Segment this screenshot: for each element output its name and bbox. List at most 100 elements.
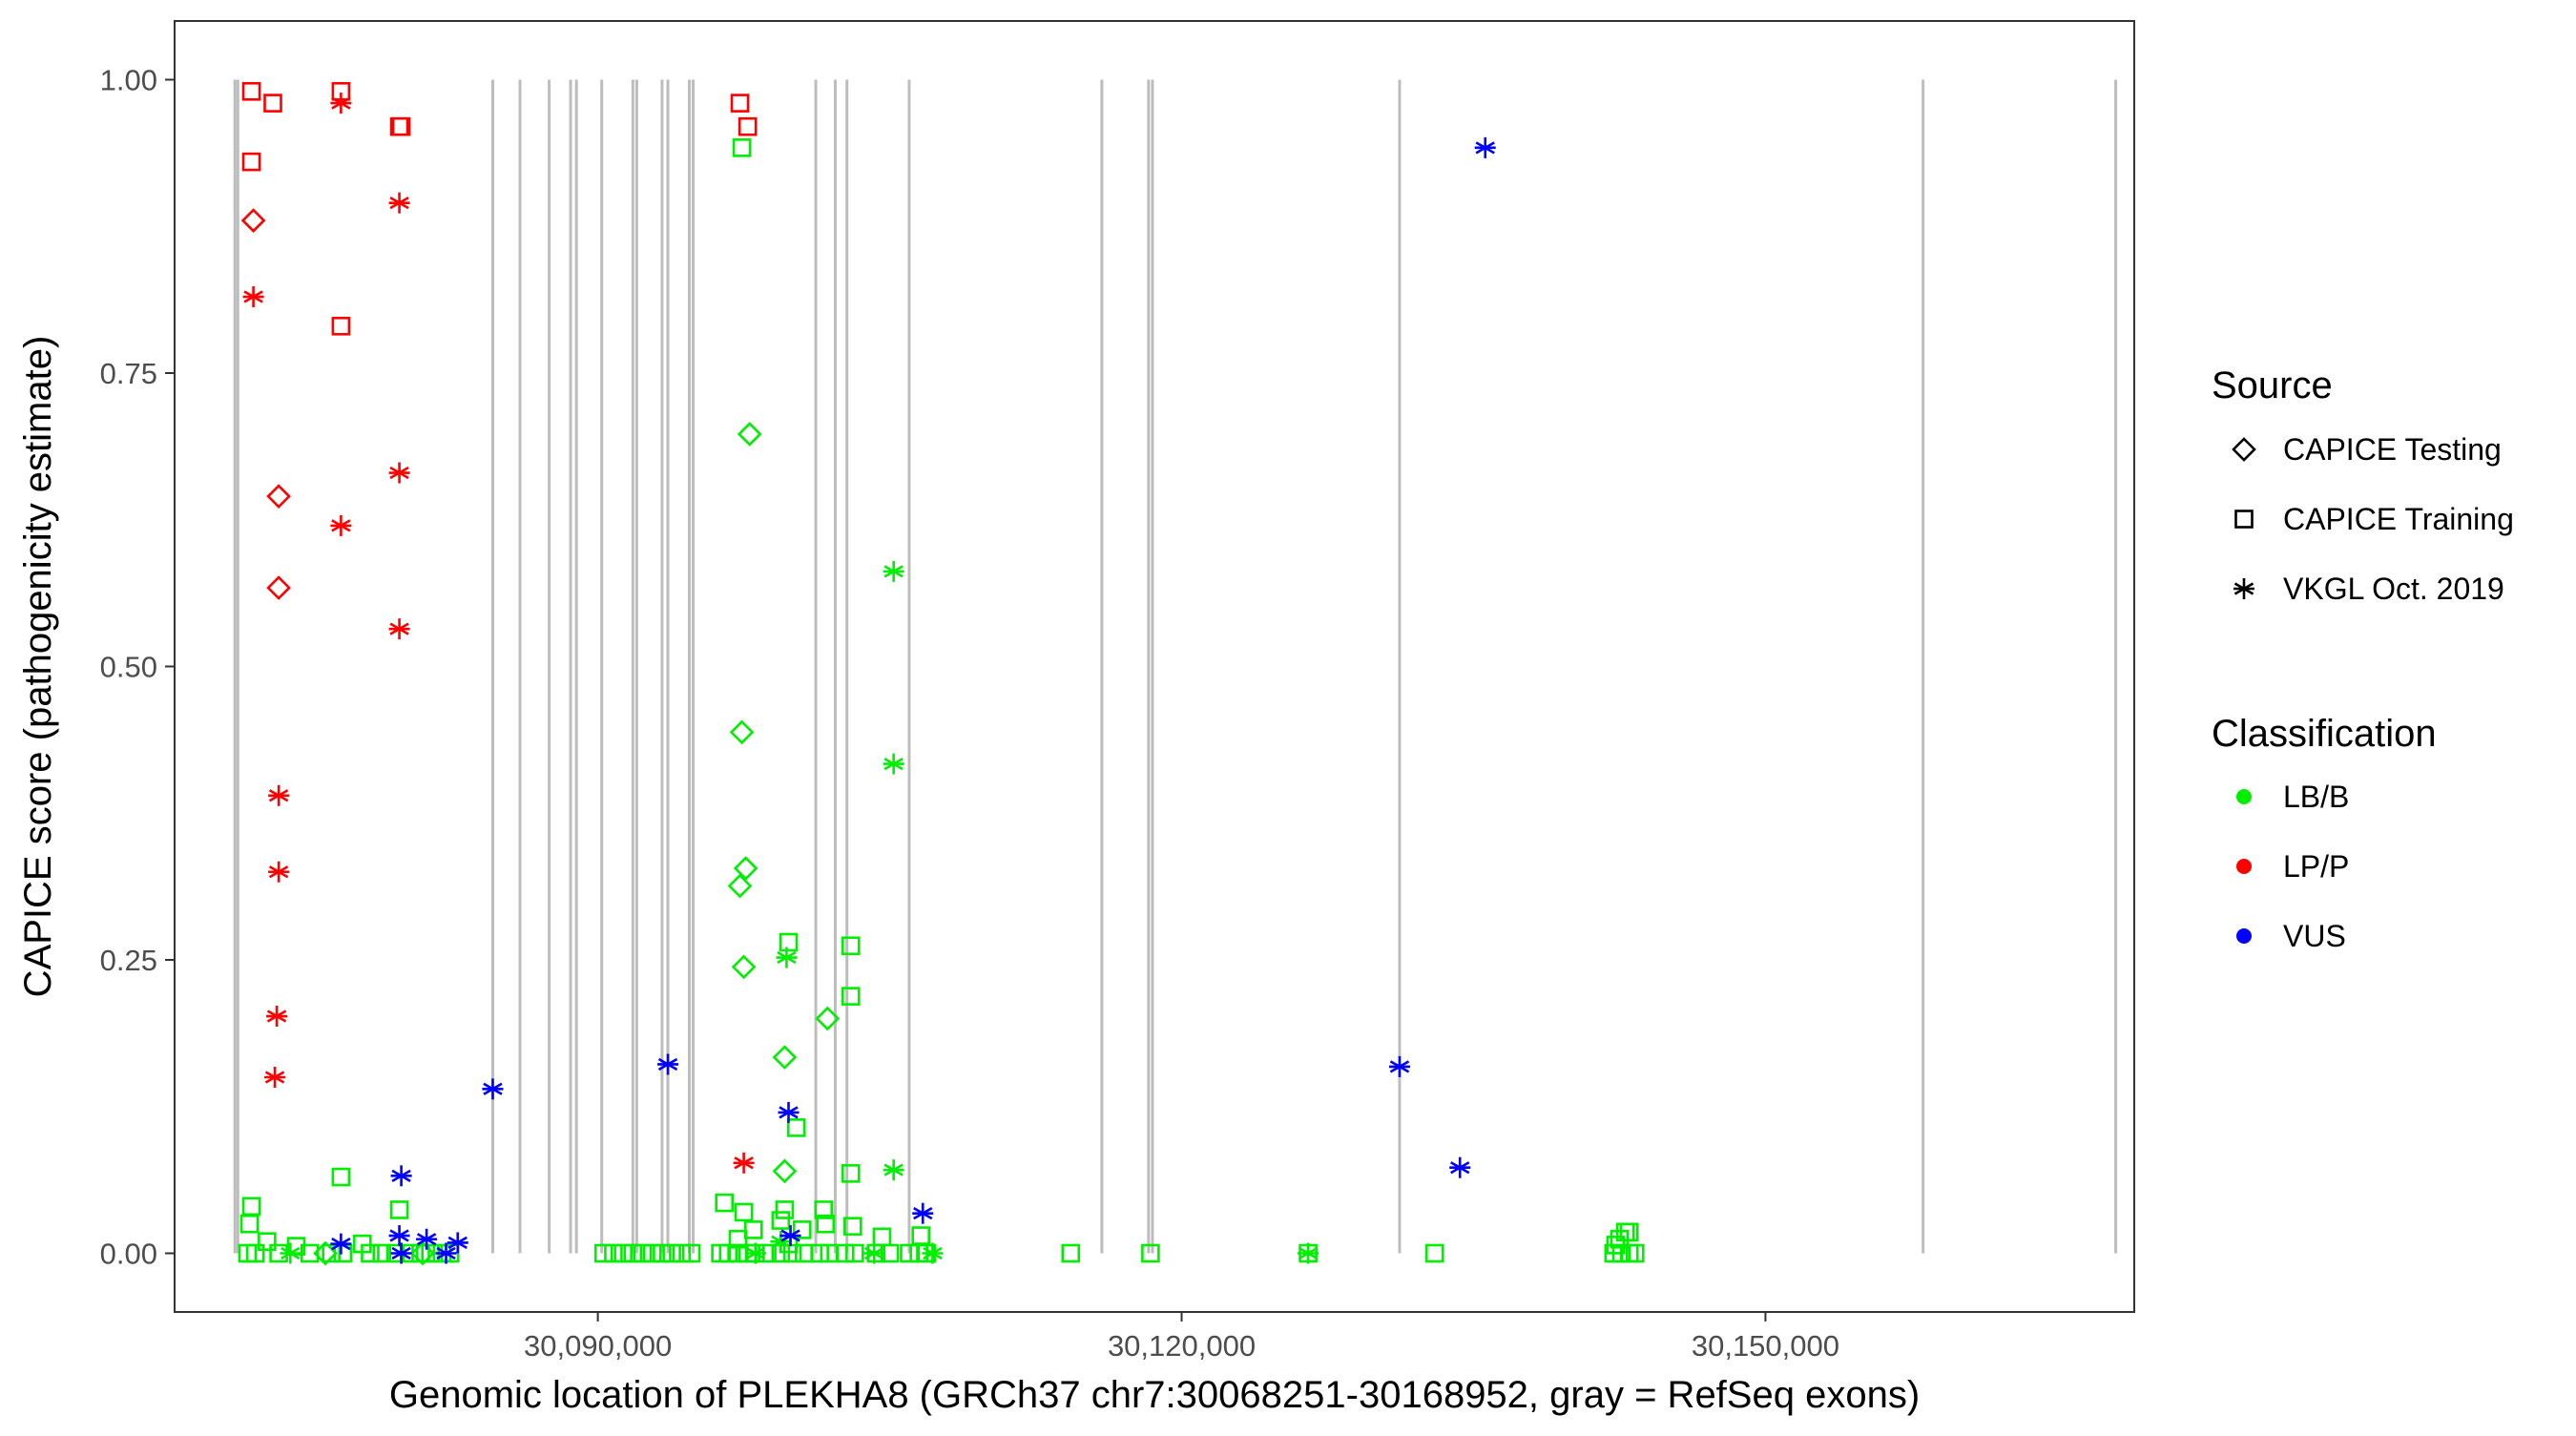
data-point [730, 94, 750, 113]
legend-classification-title: Classification [2212, 713, 2437, 755]
data-point [361, 1243, 380, 1263]
legend-source-title: Source [2212, 364, 2333, 406]
data-point [300, 1243, 320, 1263]
data-point [268, 861, 290, 883]
data-point [642, 1243, 662, 1263]
data-point [737, 422, 762, 447]
data-point [815, 1006, 841, 1031]
data-points [238, 82, 1645, 1266]
data-point [266, 1006, 288, 1028]
data-point [883, 560, 904, 582]
data-point [1141, 1243, 1160, 1263]
data-point [268, 784, 290, 806]
data-point [264, 1067, 286, 1088]
data-point [816, 1214, 836, 1234]
data-point [912, 1202, 934, 1224]
data-point [672, 1243, 692, 1263]
data-point [841, 987, 861, 1006]
data-point [330, 93, 352, 114]
data-point [263, 94, 282, 113]
legend-source-label: CAPICE Training [2283, 502, 2514, 536]
data-point [731, 954, 757, 980]
data-point [733, 856, 758, 881]
y-tick-label: 1.00 [100, 64, 157, 97]
data-point [792, 1220, 812, 1239]
legend-source-items: CAPICE Testing CAPICE Training VKGL Oct. 2… [2232, 432, 2514, 606]
data-point [779, 1225, 801, 1247]
data-point [623, 1243, 643, 1263]
data-point [280, 1242, 301, 1264]
data-point [782, 1243, 802, 1263]
data-point [593, 1243, 613, 1263]
data-point [390, 1242, 412, 1264]
data-point [239, 1214, 260, 1234]
data-point [604, 1243, 623, 1263]
data-point [681, 1243, 701, 1263]
data-point [744, 1242, 766, 1264]
data-point [391, 116, 411, 136]
data-point [241, 82, 261, 101]
data-point [911, 1226, 931, 1245]
data-point [613, 1243, 633, 1263]
legend-class-label: VUS [2283, 919, 2346, 953]
x-tick-label: 30,120,000 [1108, 1329, 1256, 1363]
data-point [810, 1243, 829, 1263]
data-point [657, 1053, 679, 1075]
x-axis-label: Genomic location of PLEKHA8 (GRCh37 chr7… [389, 1374, 1920, 1416]
data-point [240, 208, 266, 233]
data-point [241, 1197, 261, 1217]
data-point [734, 1202, 754, 1222]
data-point [1061, 1243, 1081, 1263]
data-point [388, 192, 410, 214]
data-point [390, 1165, 412, 1187]
data-point [1298, 1242, 1319, 1264]
data-point [1424, 1243, 1444, 1263]
data-point [1625, 1243, 1645, 1263]
legend-source-label: VKGL Oct. 2019 [2283, 572, 2504, 606]
data-point [258, 1232, 277, 1251]
legend-source-key [2234, 510, 2254, 529]
data-point [410, 1240, 435, 1266]
data-point [841, 936, 861, 956]
data-point [775, 1200, 795, 1219]
data-point [883, 753, 904, 775]
data-point [331, 1167, 351, 1187]
data-point [900, 1243, 919, 1263]
data-point [863, 1242, 885, 1264]
data-point [732, 138, 752, 157]
data-point [389, 1200, 409, 1219]
x-tick-label: 30,090,000 [524, 1329, 672, 1363]
data-point [388, 1225, 410, 1247]
data-point [322, 1243, 341, 1263]
legend-source-key [2232, 437, 2256, 462]
data-point [242, 286, 264, 308]
data-point [266, 484, 291, 509]
y-axis-label: CAPICE score (pathogenicity estimate) [17, 336, 59, 998]
y-tick-label: 0.00 [100, 1238, 157, 1271]
data-point [841, 1164, 861, 1183]
y-tick-label: 0.25 [100, 944, 157, 977]
data-point [883, 1159, 904, 1181]
data-point [662, 1243, 681, 1263]
data-point [737, 116, 758, 136]
data-point [728, 1229, 748, 1249]
data-point [715, 1193, 734, 1213]
data-point [1474, 136, 1496, 158]
axes: 0.00 0.25 0.50 0.75 1.00 30,090,000 30,120,000… [100, 64, 1839, 1363]
data-point [835, 1243, 855, 1263]
legend-source-label: CAPICE Testing [2283, 432, 2502, 467]
y-tick-label: 0.50 [100, 651, 157, 684]
data-point [772, 1158, 798, 1184]
data-point [330, 1233, 352, 1255]
legend-class-key [2236, 789, 2252, 804]
legend: Source Classification CAPICE TestingCAPI… [2212, 364, 2514, 953]
data-point [843, 1217, 862, 1237]
legend-class-label: LB/B [2283, 780, 2349, 814]
data-point [743, 1220, 763, 1239]
legend-source-key [2233, 578, 2254, 599]
data-point [778, 1101, 800, 1123]
data-point [241, 152, 261, 172]
data-point [727, 873, 753, 899]
data-point [729, 719, 755, 745]
data-point [1619, 1222, 1639, 1242]
